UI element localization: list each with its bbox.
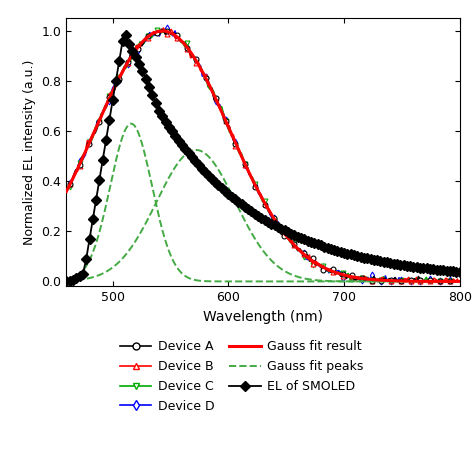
X-axis label: Wavelength (nm): Wavelength (nm) [203,310,323,324]
Y-axis label: Normalized EL intensity (a.u.): Normalized EL intensity (a.u.) [23,60,36,245]
Legend: Device A, Device B, Device C, Device D, Gauss fit result, Gauss fit peaks, EL of: Device A, Device B, Device C, Device D, … [115,335,368,418]
